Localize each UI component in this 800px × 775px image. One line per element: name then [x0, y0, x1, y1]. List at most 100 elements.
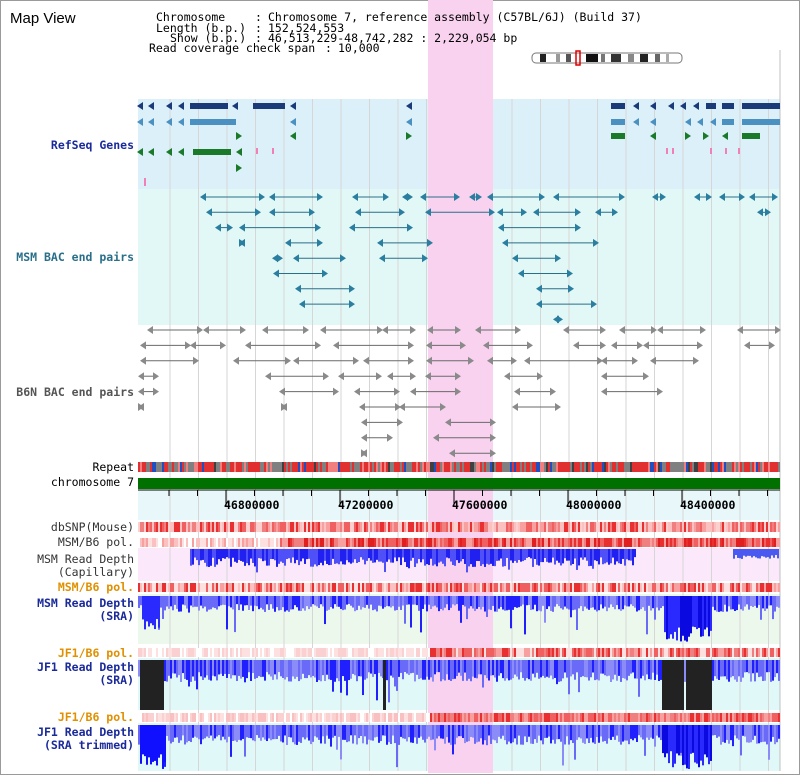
jf1-pol-heat: [266, 648, 268, 657]
msm-pol-heat: [312, 538, 314, 547]
jf1-trim-depth-bar: [486, 725, 488, 746]
msm-pol-heat: [402, 538, 404, 547]
dbsnp-heat: [408, 522, 410, 532]
jf1-pol-heat: [296, 648, 298, 657]
repeat-element: [486, 462, 488, 472]
dbsnp-heat: [200, 522, 202, 532]
repeat-element: [456, 462, 458, 472]
msm-pol-heat: [548, 538, 550, 547]
msm-sra-depth-bar: [190, 596, 192, 606]
jf1-pol-heat: [562, 648, 564, 657]
msm-pol-heat: [490, 538, 492, 547]
dbsnp-heat: [696, 522, 698, 532]
msm-pol-heat: [604, 538, 606, 547]
jf1-trim-depth-bar: [732, 725, 734, 747]
jf1-pol-heat: [664, 648, 666, 657]
msm-pol2-heat: [764, 583, 766, 592]
msm-cap-depth-bar: [190, 549, 192, 566]
msm-cap-depth-bar: [626, 549, 628, 560]
jf1-pol2-heat: [306, 713, 308, 722]
b6n-bac-end: [769, 341, 775, 350]
jf1-trim-depth-bar: [524, 725, 526, 737]
msm-pol-heat: [256, 538, 258, 547]
jf1-trim-depth-bar: [336, 725, 338, 750]
repeat-element: [590, 462, 592, 472]
jf1-pol-heat: [714, 648, 716, 657]
jf1-pol2-heat: [470, 713, 472, 722]
b6n-bac-label[interactable]: B6N BAC end pairs: [16, 385, 134, 399]
jf1-sra-depth-bar: [258, 660, 260, 677]
msm-sra-depth-bar: [160, 596, 162, 608]
msm-cap-depth-bar: [578, 549, 580, 566]
jf1-pol2-heat: [278, 713, 280, 722]
jf1-trim-depth-bar: [370, 725, 372, 741]
jf1-sra-depth-bar: [494, 660, 496, 678]
msm-cap-depth-bar: [590, 549, 592, 566]
repeat-element: [662, 462, 664, 472]
msm-sra-depth-bar: [526, 596, 528, 606]
jf1-pol2-heat: [320, 713, 322, 722]
msm-sra-depth-bar: [292, 596, 294, 610]
msm-pol2-heat: [310, 583, 312, 592]
jf1-trim-depth-bar: [634, 725, 636, 739]
msm-pol2-heat: [406, 583, 408, 592]
repeat-element: [302, 462, 304, 472]
repeat-element: [382, 462, 384, 472]
repeat-element: [504, 462, 506, 472]
repeat-element: [774, 462, 776, 472]
jf1-pol2-heat: [434, 713, 436, 722]
jf1-trim-deep-bar: [708, 725, 710, 765]
jf1-pol-heat: [568, 648, 570, 657]
msm-pol2-heat: [348, 583, 350, 592]
msm-pol2-heat: [282, 583, 284, 592]
jf1-pol-heat: [398, 648, 400, 657]
jf1-pol2-heat: [262, 713, 264, 722]
msm-sra-depth-bar: [358, 596, 360, 606]
msm-pol-heat: [248, 538, 250, 547]
b6n-bac-end: [651, 326, 657, 334]
msm-pol-heat: [750, 538, 752, 547]
dbsnp-heat: [714, 522, 716, 532]
jf1-pol-heat: [330, 648, 332, 657]
msm-pol-heat: [242, 538, 244, 547]
jf1-pol2-heat: [748, 713, 750, 722]
jf1-sra-depth-bar: [588, 660, 590, 681]
jf1-sra-depth-bar: [762, 660, 764, 681]
dbsnp-heat: [508, 522, 510, 532]
dbsnp-heat: [498, 522, 500, 532]
jf1-pol2-heat: [256, 713, 258, 722]
jf1-pol2-heat: [752, 713, 754, 722]
msm-sra-depth-bar: [494, 596, 496, 612]
dbsnp-heat: [326, 522, 328, 532]
repeat-element: [472, 462, 474, 472]
jf1-sra-depth-bar: [518, 660, 520, 680]
jf1-pol2-heat: [460, 713, 462, 722]
repeat-element: [434, 462, 436, 472]
msm-bac-label[interactable]: MSM BAC end pairs: [16, 250, 134, 264]
repeat-element: [748, 462, 750, 472]
jf1-pol-heat: [696, 648, 698, 657]
jf1-pol-heat: [232, 648, 234, 657]
refseq-genes-label[interactable]: RefSeq Genes: [50, 138, 134, 152]
jf1-sra-depth-bar: [346, 660, 348, 696]
msm-sra-depth-bar: [356, 596, 358, 611]
msm-pol-heat: [482, 538, 484, 547]
jf1-pol2-heat: [368, 713, 370, 722]
msm-sra-depth-bar: [464, 596, 466, 607]
msm-sra-depth-bar: [376, 596, 378, 612]
msm-pol-heat: [624, 538, 626, 547]
msm-sra-depth-bar: [490, 596, 492, 610]
repeat-element: [328, 462, 330, 472]
jf1-sra-depth-bar: [480, 660, 482, 675]
msm-pol2-heat: [738, 583, 740, 592]
msm-cap-depth-bar: [490, 549, 492, 564]
jf1-pol-heat: [482, 648, 484, 657]
jf1-trim-depth-bar: [508, 725, 510, 742]
jf1-sra-depth-bar: [436, 660, 438, 673]
b6n-bac-end: [475, 326, 481, 334]
msm-cap-depth-bar: [530, 549, 532, 559]
msm-pol2-heat: [608, 583, 610, 592]
msm-pol-heat: [756, 538, 758, 547]
jf1-sra-depth-bar: [166, 660, 168, 682]
